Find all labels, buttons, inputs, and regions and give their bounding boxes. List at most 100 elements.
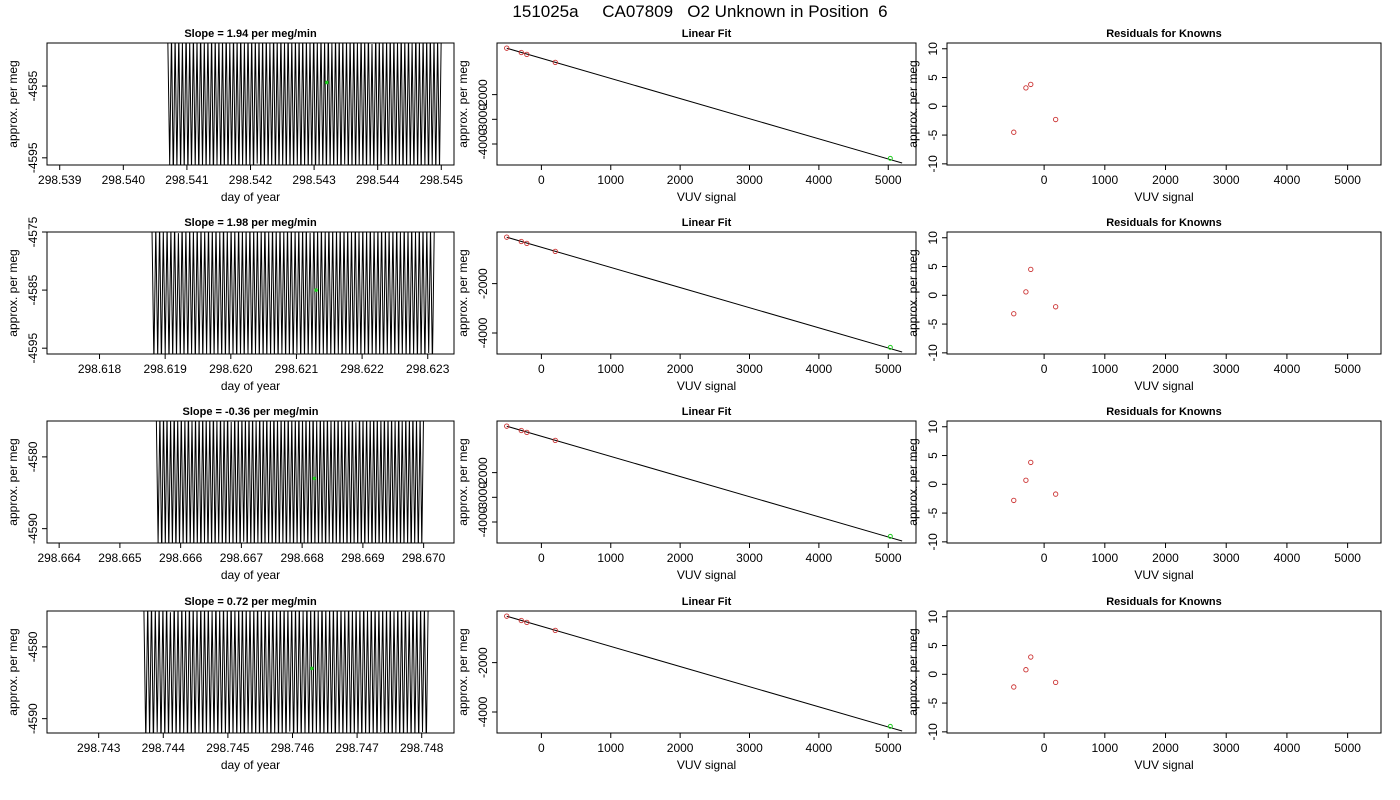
y-tick-label: -2000 <box>476 457 490 488</box>
x-tick-label: 4000 <box>806 362 833 376</box>
panel-title: Slope = 0.72 per meg/min <box>184 596 317 608</box>
x-tick-label: 3000 <box>736 362 763 376</box>
y-tick-label: -4000 <box>476 317 490 348</box>
x-tick-label: 5000 <box>1334 173 1361 187</box>
x-axis-label: VUV signal <box>677 379 736 393</box>
panel-time-series: Slope = 0.72 per meg/min 298.743 298.744 29… <box>6 596 455 772</box>
residual-point <box>1011 311 1017 317</box>
y-tick-label: -4585 <box>26 70 40 101</box>
residual-point <box>1023 85 1029 91</box>
time-series-trace <box>143 611 429 733</box>
residual-point <box>1028 266 1034 273</box>
time-series-trace <box>167 43 442 165</box>
x-tick-label: 3000 <box>736 173 763 187</box>
x-tick-label: 298.668 <box>280 551 324 565</box>
y-tick-label: -5 <box>926 507 940 518</box>
plot-area <box>504 613 903 732</box>
x-axis-label: VUV signal <box>677 190 736 204</box>
x-tick-label: 2000 <box>1152 173 1179 187</box>
plot-area <box>1011 81 1059 135</box>
unknown-marker <box>314 288 318 292</box>
plot-frame <box>946 231 1382 355</box>
known-point <box>524 240 530 247</box>
plot-frame <box>946 420 1382 544</box>
residual-point <box>1023 667 1029 673</box>
y-tick-label: -4000 <box>476 128 490 159</box>
panel-time-series: Slope = 1.98 per meg/min 298.618 298.619 29… <box>6 216 455 393</box>
panel-title: Residuals for Knowns <box>1106 406 1222 418</box>
x-tick-label: 1000 <box>1091 173 1118 187</box>
x-axis-label: day of year <box>221 379 280 393</box>
y-axis-label: approx. per meg <box>906 249 920 336</box>
residual-point <box>1023 477 1029 483</box>
x-axis-label: day of year <box>221 190 280 204</box>
x-tick-label: 298.542 <box>229 173 273 187</box>
x-tick-label: 5000 <box>875 362 902 376</box>
x-tick-label: 1000 <box>1091 551 1118 565</box>
known-point <box>504 234 510 240</box>
x-axis-label: VUV signal <box>677 758 736 772</box>
known-point <box>518 617 524 624</box>
unknown-marker <box>310 666 314 671</box>
unknown-marker <box>325 80 329 85</box>
y-tick-label: -2000 <box>476 79 490 110</box>
x-tick-label: 0 <box>538 173 545 187</box>
x-tick-label: 298.665 <box>98 551 142 565</box>
x-tick-label: 4000 <box>806 551 833 565</box>
known-point <box>504 423 510 429</box>
plot-area <box>151 232 435 354</box>
y-tick-label: -4575 <box>26 216 40 247</box>
x-tick-label: 298.667 <box>220 551 264 565</box>
x-tick-label: 298.622 <box>340 362 384 376</box>
residual-point <box>1053 304 1059 310</box>
x-tick-label: 298.544 <box>356 173 400 187</box>
y-axis-label: approx. per meg <box>906 60 920 147</box>
x-tick-label: 0 <box>1041 741 1048 755</box>
y-tick-label: -2000 <box>476 647 490 678</box>
panel-title: Linear Fit <box>682 217 732 229</box>
x-tick-label: 4000 <box>806 741 833 755</box>
x-tick-label: 298.618 <box>78 362 122 376</box>
fit-line <box>506 425 903 542</box>
known-point <box>504 45 510 51</box>
panel-time-series: Slope = 1.94 per meg/min 298.539 298.540 29… <box>6 28 464 204</box>
y-axis-label: approx. per meg <box>906 438 920 525</box>
known-point <box>518 49 524 56</box>
known-point <box>552 59 558 66</box>
x-tick-label: 1000 <box>1091 741 1118 755</box>
x-tick-label: 298.621 <box>275 362 319 376</box>
plot-frame <box>496 610 917 734</box>
panel-residuals: Residuals for Knowns 0 1000 2000 3000 4000 500… <box>906 406 1382 582</box>
x-tick-label: 2000 <box>1152 741 1179 755</box>
y-tick-label: -4000 <box>476 506 490 537</box>
x-tick-label: 0 <box>1041 173 1048 187</box>
x-axis-label: VUV signal <box>677 568 736 582</box>
panel-residuals: Residuals for Knowns 0 1000 2000 3000 4000 500… <box>906 217 1382 393</box>
y-tick-label: 0 <box>926 481 940 488</box>
x-tick-label: 4000 <box>1274 741 1301 755</box>
y-axis-label: approx. per meg <box>456 438 470 525</box>
x-tick-label: 298.540 <box>102 173 146 187</box>
unknown-marker <box>312 476 317 481</box>
x-tick-label: 298.664 <box>37 551 81 565</box>
known-point <box>518 238 524 245</box>
plot-frame <box>496 42 917 166</box>
y-tick-label: 0 <box>926 103 940 110</box>
unknown-point <box>887 723 893 729</box>
panel-title: Residuals for Knowns <box>1106 28 1222 40</box>
panel-linear-fit: Linear Fit 0 1000 2000 3000 4000 5000 -2000 -400… <box>456 217 917 393</box>
x-tick-label: 5000 <box>875 551 902 565</box>
plot-frame <box>496 231 917 355</box>
x-tick-label: 2000 <box>667 362 694 376</box>
y-tick-label: 10 <box>926 42 940 56</box>
known-point <box>552 437 558 444</box>
panel-title: Slope = 1.98 per meg/min <box>184 217 317 229</box>
y-axis-label: approx. per meg <box>6 628 20 715</box>
plot-area <box>1011 654 1059 690</box>
y-tick-label: 5 <box>926 74 940 81</box>
x-tick-label: 1000 <box>597 741 624 755</box>
x-tick-label: 298.545 <box>420 173 464 187</box>
x-tick-label: 2000 <box>1152 551 1179 565</box>
plot-frame <box>46 610 455 734</box>
x-tick-label: 298.744 <box>142 741 186 755</box>
